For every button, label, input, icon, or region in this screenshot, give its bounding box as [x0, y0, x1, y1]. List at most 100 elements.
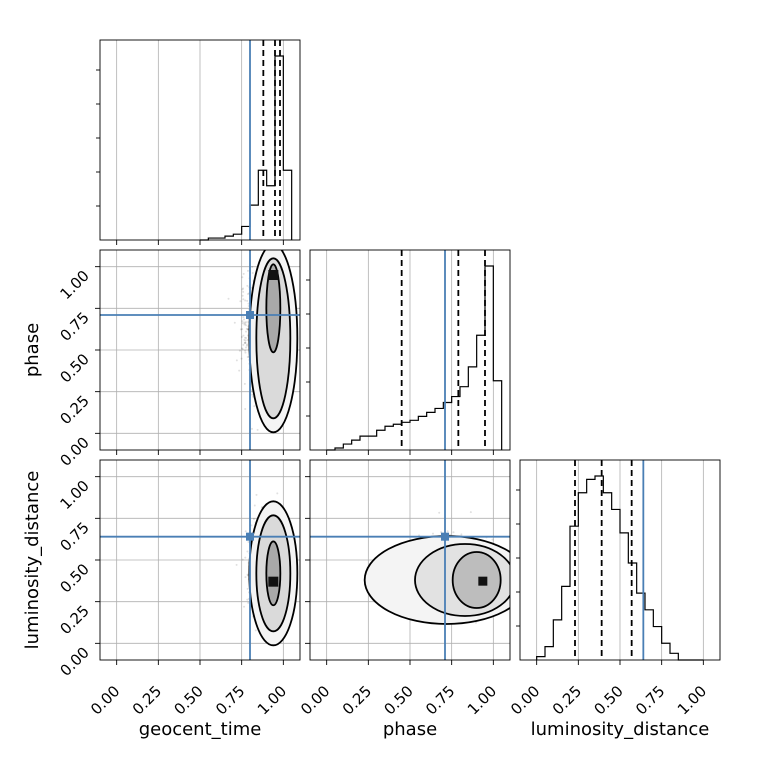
x-tick-label: 0.00 [87, 682, 123, 718]
sample-point [244, 349, 247, 352]
sample-point [255, 493, 258, 496]
truth-marker [246, 311, 254, 319]
sample-point [254, 629, 257, 632]
sample-point [431, 532, 434, 535]
sample-point [252, 517, 255, 520]
sample-point [244, 339, 247, 342]
sample-point [244, 330, 247, 333]
y-tick-label: 1.00 [56, 477, 92, 513]
sample-point [244, 351, 247, 354]
sample-point [250, 524, 253, 527]
y-tick-label: 0.00 [56, 433, 92, 469]
y-tick-label: 1.00 [56, 267, 92, 303]
sample-point [460, 533, 463, 536]
y-tick-label: 0.50 [56, 350, 92, 386]
sample-point [242, 334, 245, 337]
hist-panel-phase [306, 249, 511, 455]
sample-point [244, 299, 247, 302]
sample-point [246, 587, 249, 590]
scatter-panel-luminosity-distance-vs-geocent-time: 0.00 0.25 0.50 0.75 1.000.000.250.500.751.00 [56, 459, 301, 718]
scatter-panel-luminosity-distance-vs-phase: 0.00 0.25 0.50 0.75 1.00 [297, 459, 511, 718]
sample-point [452, 531, 455, 534]
sample-point [243, 323, 246, 326]
x-tick-label: 0.00 [297, 682, 333, 718]
sample-point [251, 265, 254, 268]
y-axis-label-luminosity-distance: luminosity_distance [22, 471, 43, 650]
contour-inner [451, 551, 502, 609]
histogram-step [326, 265, 503, 451]
sample-point [241, 322, 244, 325]
density-peak [268, 270, 279, 280]
scatter-panel-phase-vs-geocent-time: 0.00 0.25 0.50 0.75 1.00 [56, 249, 301, 470]
sample-point [242, 316, 245, 319]
sample-point [247, 541, 250, 544]
sample-point [244, 336, 247, 339]
sample-point [246, 550, 249, 553]
sample-point [238, 369, 241, 372]
x-tick-label: 0.75 [212, 682, 248, 718]
x-tick-label: 1.00 [674, 682, 710, 718]
sample-point [245, 327, 248, 330]
sample-point [245, 344, 248, 347]
sample-point [245, 346, 248, 349]
sample-point [239, 300, 242, 303]
sample-point [241, 347, 244, 350]
sample-point [241, 558, 244, 561]
x-tick-label: 0.25 [339, 682, 375, 718]
sample-point [246, 299, 249, 302]
x-tick-label: 0.00 [507, 682, 543, 718]
sample-point [246, 574, 249, 577]
y-tick-label: 0.25 [56, 392, 92, 428]
sample-point [244, 556, 247, 559]
sample-point [246, 355, 249, 358]
sample-point [242, 287, 245, 290]
sample-point [246, 328, 249, 331]
sample-point [491, 538, 494, 541]
sample-point [242, 343, 245, 346]
sample-point [244, 408, 247, 411]
sample-point [242, 290, 245, 293]
sample-point [244, 530, 247, 533]
x-tick-label: 1.00 [254, 682, 290, 718]
y-tick-label: 0.00 [56, 643, 92, 679]
sample-point [241, 320, 244, 323]
x-tick-label: 0.75 [422, 682, 458, 718]
sample-point [244, 341, 247, 344]
x-tick-label: 0.25 [129, 682, 165, 718]
sample-point [245, 336, 248, 339]
sample-point [241, 294, 244, 297]
truth-marker [246, 532, 254, 541]
sample-point [244, 322, 247, 325]
sample-points [363, 511, 510, 625]
sample-point [241, 288, 244, 291]
sample-point [251, 272, 254, 275]
x-axis-label-geocent-time: geocent_time [139, 719, 262, 740]
x-tick-label: 0.25 [549, 682, 585, 718]
sample-point [251, 427, 254, 430]
sample-point [242, 298, 245, 301]
y-tick-label: 0.25 [56, 602, 92, 638]
sample-point [233, 321, 236, 324]
sample-point [247, 601, 250, 604]
x-tick-label: 0.50 [170, 682, 206, 718]
sample-points [227, 250, 299, 434]
sample-point [246, 269, 249, 272]
sample-point [246, 334, 249, 337]
sample-point [253, 504, 256, 507]
sample-point [241, 276, 244, 279]
sample-point [240, 336, 243, 339]
x-axis-label-luminosity-distance: luminosity_distance [531, 719, 710, 740]
sample-point [243, 338, 246, 341]
density-peak [268, 576, 279, 587]
histogram-step [536, 475, 704, 661]
sample-point [276, 492, 279, 495]
truth-marker [441, 532, 449, 541]
sample-point [256, 428, 259, 431]
sample-point [246, 343, 249, 346]
sample-point [244, 576, 247, 579]
sample-point [474, 621, 477, 624]
sample-point [235, 359, 238, 362]
hist-panel-luminosity-distance: 0.00 0.25 0.50 0.75 1.00 [507, 459, 721, 718]
x-tick-label: 1.00 [464, 682, 500, 718]
